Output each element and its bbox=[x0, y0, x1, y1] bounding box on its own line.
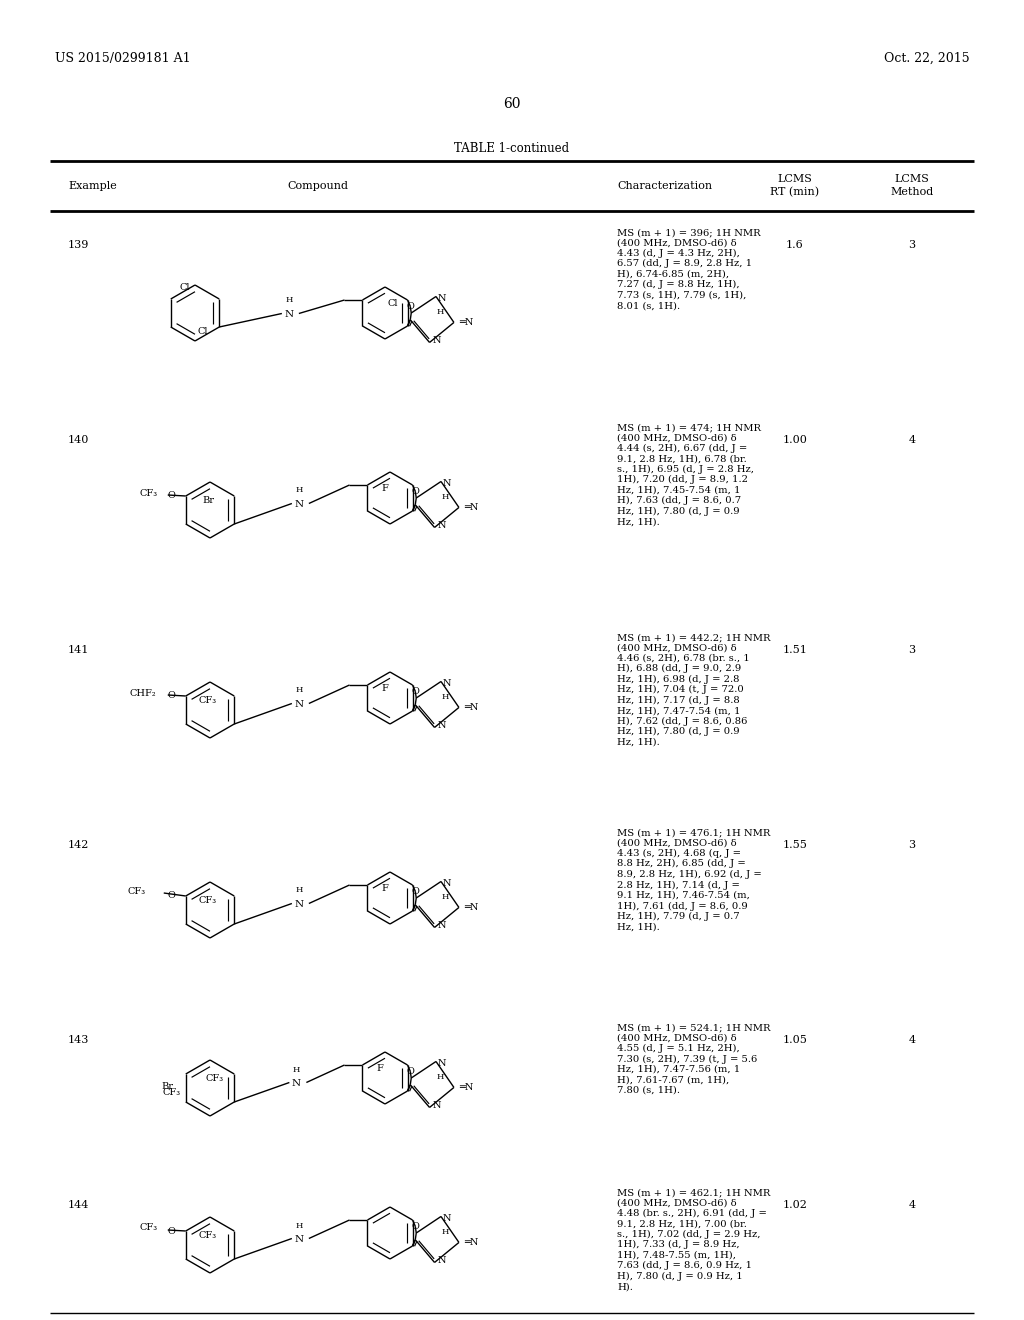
Text: O: O bbox=[168, 891, 176, 900]
Text: H: H bbox=[293, 1065, 300, 1073]
Text: 4: 4 bbox=[908, 1035, 915, 1045]
Text: H: H bbox=[295, 887, 302, 895]
Text: ═N: ═N bbox=[464, 903, 478, 912]
Text: N: N bbox=[294, 700, 303, 709]
Text: 139: 139 bbox=[68, 240, 89, 249]
Text: MS (m + 1) = 442.2; 1H NMR
(400 MHz, DMSO-d6) δ
4.46 (s, 2H), 6.78 (br. s., 1
H): MS (m + 1) = 442.2; 1H NMR (400 MHz, DMS… bbox=[617, 634, 770, 747]
Text: H: H bbox=[442, 894, 450, 902]
Text: O: O bbox=[407, 1067, 415, 1076]
Text: LCMS: LCMS bbox=[895, 174, 930, 183]
Text: N: N bbox=[437, 921, 446, 931]
Text: H: H bbox=[437, 309, 444, 317]
Text: MS (m + 1) = 462.1; 1H NMR
(400 MHz, DMSO-d6) δ
4.48 (br. s., 2H), 6.91 (dd, J =: MS (m + 1) = 462.1; 1H NMR (400 MHz, DMS… bbox=[617, 1188, 770, 1291]
Text: F: F bbox=[382, 884, 388, 894]
Text: H: H bbox=[295, 1221, 302, 1229]
Text: O: O bbox=[168, 692, 176, 701]
Text: O: O bbox=[412, 487, 419, 496]
Text: O: O bbox=[168, 491, 176, 500]
Text: Characterization: Characterization bbox=[617, 181, 712, 191]
Text: MS (m + 1) = 396; 1H NMR
(400 MHz, DMSO-d6) δ
4.43 (d, J = 4.3 Hz, 2H),
6.57 (dd: MS (m + 1) = 396; 1H NMR (400 MHz, DMSO-… bbox=[617, 228, 761, 310]
Text: H: H bbox=[442, 1229, 450, 1237]
Text: N: N bbox=[294, 900, 303, 909]
Text: Cl: Cl bbox=[197, 327, 208, 337]
Text: Example: Example bbox=[68, 181, 117, 191]
Text: CF₃: CF₃ bbox=[206, 1074, 224, 1082]
Text: CF₃: CF₃ bbox=[139, 488, 158, 498]
Text: N: N bbox=[294, 500, 303, 510]
Text: 1.6: 1.6 bbox=[786, 240, 804, 249]
Text: N: N bbox=[437, 1255, 446, 1265]
Text: 142: 142 bbox=[68, 840, 89, 850]
Text: Cl: Cl bbox=[387, 300, 397, 308]
Text: Br: Br bbox=[202, 496, 214, 506]
Text: N: N bbox=[292, 1078, 301, 1088]
Text: H: H bbox=[442, 693, 450, 701]
Text: O: O bbox=[412, 686, 419, 696]
Text: N: N bbox=[443, 879, 452, 888]
Text: N: N bbox=[443, 678, 452, 688]
Text: O: O bbox=[168, 1226, 176, 1236]
Text: ═N: ═N bbox=[459, 318, 473, 327]
Text: MS (m + 1) = 476.1; 1H NMR
(400 MHz, DMSO-d6) δ
4.43 (s, 2H), 4.68 (q, J =
8.8 H: MS (m + 1) = 476.1; 1H NMR (400 MHz, DMS… bbox=[617, 828, 770, 932]
Text: ═N: ═N bbox=[459, 1082, 473, 1092]
Text: CF₃: CF₃ bbox=[199, 1232, 217, 1239]
Text: N: N bbox=[432, 1101, 441, 1110]
Text: O: O bbox=[412, 1222, 419, 1230]
Text: O: O bbox=[407, 302, 415, 310]
Text: 1.05: 1.05 bbox=[782, 1035, 808, 1045]
Text: 144: 144 bbox=[68, 1200, 89, 1210]
Text: 4: 4 bbox=[908, 1200, 915, 1210]
Text: N: N bbox=[437, 521, 446, 529]
Text: CF₃: CF₃ bbox=[163, 1088, 181, 1097]
Text: Method: Method bbox=[891, 187, 934, 197]
Text: US 2015/0299181 A1: US 2015/0299181 A1 bbox=[55, 51, 190, 65]
Text: ═N: ═N bbox=[464, 503, 478, 512]
Text: CF₃: CF₃ bbox=[199, 696, 217, 705]
Text: Cl: Cl bbox=[179, 284, 190, 293]
Text: F: F bbox=[382, 484, 388, 492]
Text: TABLE 1-continued: TABLE 1-continued bbox=[455, 143, 569, 154]
Text: 1.51: 1.51 bbox=[782, 645, 808, 655]
Text: 3: 3 bbox=[908, 840, 915, 850]
Text: 1.55: 1.55 bbox=[782, 840, 808, 850]
Text: 4: 4 bbox=[908, 436, 915, 445]
Text: CHF₂: CHF₂ bbox=[129, 689, 156, 697]
Text: ═N: ═N bbox=[464, 1238, 478, 1247]
Text: N: N bbox=[438, 1059, 446, 1068]
Text: 60: 60 bbox=[503, 96, 521, 111]
Text: CF₃: CF₃ bbox=[139, 1224, 158, 1233]
Text: N: N bbox=[285, 310, 294, 319]
Text: 141: 141 bbox=[68, 645, 89, 655]
Text: CF₃: CF₃ bbox=[128, 887, 145, 895]
Text: 3: 3 bbox=[908, 240, 915, 249]
Text: 3: 3 bbox=[908, 645, 915, 655]
Text: Compound: Compound bbox=[288, 181, 348, 191]
Text: Br: Br bbox=[162, 1082, 174, 1092]
Text: N: N bbox=[443, 479, 452, 488]
Text: RT (min): RT (min) bbox=[770, 187, 819, 197]
Text: N: N bbox=[432, 337, 441, 345]
Text: F: F bbox=[377, 1064, 383, 1073]
Text: H: H bbox=[295, 487, 302, 495]
Text: H: H bbox=[437, 1073, 444, 1081]
Text: MS (m + 1) = 474; 1H NMR
(400 MHz, DMSO-d6) δ
4.44 (s, 2H), 6.67 (dd, J =
9.1, 2: MS (m + 1) = 474; 1H NMR (400 MHz, DMSO-… bbox=[617, 422, 761, 527]
Text: 143: 143 bbox=[68, 1035, 89, 1045]
Text: F: F bbox=[382, 684, 388, 693]
Text: N: N bbox=[443, 1214, 452, 1222]
Text: 1.02: 1.02 bbox=[782, 1200, 808, 1210]
Text: MS (m + 1) = 524.1; 1H NMR
(400 MHz, DMSO-d6) δ
4.55 (d, J = 5.1 Hz, 2H),
7.30 (: MS (m + 1) = 524.1; 1H NMR (400 MHz, DMS… bbox=[617, 1023, 770, 1094]
Text: H: H bbox=[442, 494, 450, 502]
Text: CF₃: CF₃ bbox=[199, 896, 217, 906]
Text: Oct. 22, 2015: Oct. 22, 2015 bbox=[885, 51, 970, 65]
Text: N: N bbox=[294, 1236, 303, 1243]
Text: N: N bbox=[438, 294, 446, 304]
Text: O: O bbox=[412, 887, 419, 896]
Text: 1.00: 1.00 bbox=[782, 436, 808, 445]
Text: ═N: ═N bbox=[464, 704, 478, 711]
Text: H: H bbox=[285, 297, 293, 305]
Text: N: N bbox=[437, 721, 446, 730]
Text: LCMS: LCMS bbox=[777, 174, 812, 183]
Text: H: H bbox=[295, 686, 302, 694]
Text: 140: 140 bbox=[68, 436, 89, 445]
